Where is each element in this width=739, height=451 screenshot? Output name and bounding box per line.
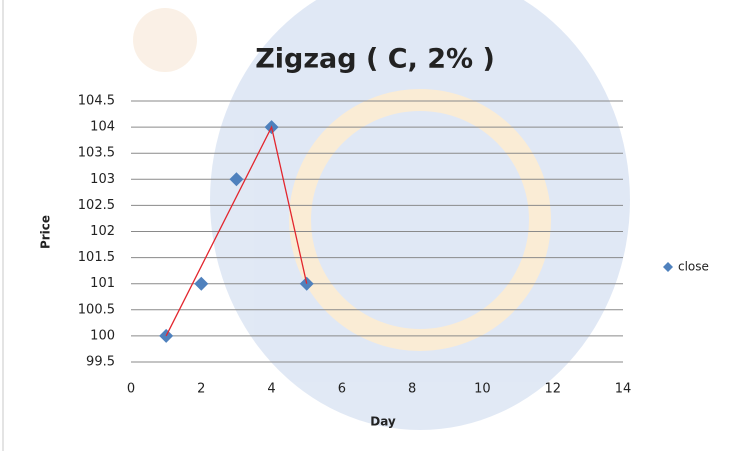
y-tick-label: 102 xyxy=(90,224,115,239)
y-tick-label: 104 xyxy=(90,120,115,135)
y-tick-label: 104.5 xyxy=(78,94,115,109)
x-tick-label: 8 xyxy=(408,382,416,397)
y-tick-label: 100 xyxy=(90,328,115,343)
x-tick-label: 0 xyxy=(127,382,135,397)
x-tick-label: 6 xyxy=(338,382,346,397)
x-tick-label: 2 xyxy=(197,382,205,397)
y-tick-label: 99.5 xyxy=(86,355,115,370)
x-axis-label: Day xyxy=(370,415,396,429)
x-tick-label: 12 xyxy=(544,382,561,397)
watermark-shape xyxy=(133,8,197,72)
x-tick-label: 10 xyxy=(474,382,491,397)
chart: Price Day 99.5100100.5101101.5102102.510… xyxy=(0,0,739,451)
y-tick-label: 103 xyxy=(90,172,115,187)
chart-title: Zigzag ( C, 2% ) xyxy=(255,44,495,75)
legend-label: close xyxy=(678,260,709,274)
y-tick-label: 101 xyxy=(90,276,115,291)
y-tick-label: 101.5 xyxy=(78,250,115,265)
y-tick-label: 102.5 xyxy=(78,198,115,213)
page: Price Day 99.5100100.5101101.5102102.510… xyxy=(0,0,739,451)
y-tick-label: 103.5 xyxy=(78,146,115,161)
y-axis-label: Price xyxy=(39,215,53,249)
y-tick-label: 100.5 xyxy=(78,302,115,317)
x-tick-label: 4 xyxy=(267,382,275,397)
x-tick-label: 14 xyxy=(615,382,632,397)
